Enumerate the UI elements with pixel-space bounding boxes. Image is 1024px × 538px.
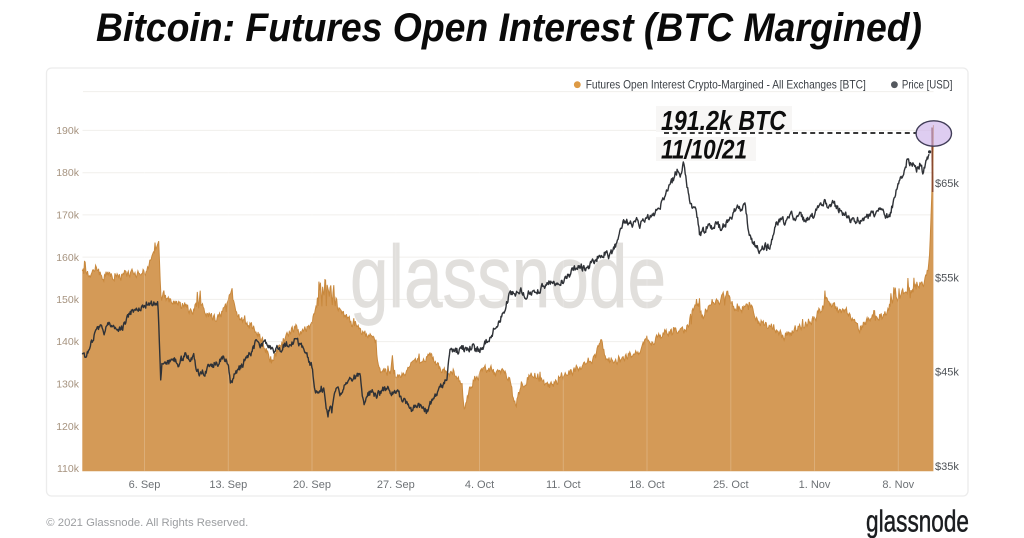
- svg-text:11. Oct: 11. Oct: [546, 479, 581, 491]
- svg-text:150k: 150k: [56, 294, 80, 306]
- svg-text:11/10/21: 11/10/21: [661, 135, 747, 165]
- svg-text:120k: 120k: [56, 421, 80, 433]
- svg-text:13. Sep: 13. Sep: [209, 479, 247, 491]
- svg-text:© 2021 Glassnode. All Rights R: © 2021 Glassnode. All Rights Reserved.: [46, 517, 248, 529]
- svg-text:glassnode: glassnode: [350, 227, 666, 326]
- svg-text:25. Oct: 25. Oct: [713, 479, 748, 491]
- svg-text:140k: 140k: [56, 336, 80, 348]
- svg-text:Futures Open Interest Crypto-M: Futures Open Interest Crypto-Margined - …: [586, 79, 866, 92]
- svg-text:20. Sep: 20. Sep: [293, 479, 331, 491]
- svg-text:$55k: $55k: [935, 272, 959, 284]
- svg-text:6. Sep: 6. Sep: [129, 479, 161, 491]
- svg-text:18. Oct: 18. Oct: [629, 479, 664, 491]
- svg-text:130k: 130k: [56, 379, 80, 391]
- svg-text:$45k: $45k: [935, 367, 959, 379]
- svg-text:180k: 180k: [56, 167, 80, 179]
- svg-text:170k: 170k: [56, 210, 80, 222]
- svg-text:4. Oct: 4. Oct: [465, 479, 494, 491]
- svg-text:Bitcoin: Futures Open Interest: Bitcoin: Futures Open Interest (BTC Marg…: [96, 6, 922, 50]
- svg-text:Price [USD]: Price [USD]: [902, 79, 953, 92]
- svg-text:1. Nov: 1. Nov: [799, 479, 831, 491]
- svg-text:191.2k BTC: 191.2k BTC: [661, 105, 787, 136]
- svg-text:160k: 160k: [56, 252, 80, 264]
- svg-text:$65k: $65k: [935, 178, 959, 190]
- svg-text:8. Nov: 8. Nov: [882, 479, 914, 491]
- svg-text:110k: 110k: [57, 463, 80, 475]
- svg-text:glassnode: glassnode: [866, 505, 969, 538]
- svg-text:27. Sep: 27. Sep: [377, 479, 415, 491]
- svg-text:190k: 190k: [56, 125, 80, 137]
- svg-text:$35k: $35k: [935, 461, 959, 473]
